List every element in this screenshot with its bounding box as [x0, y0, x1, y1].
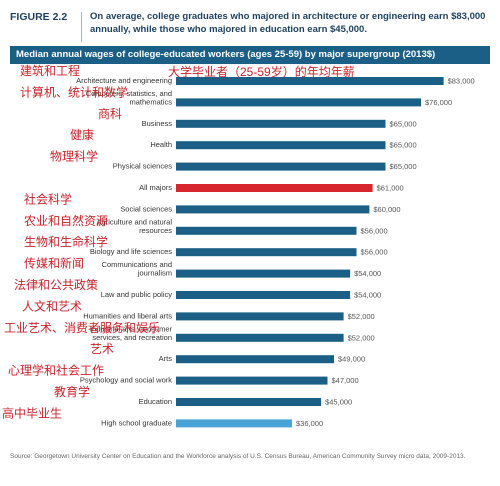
bar — [176, 205, 370, 214]
category-label: Humanities and liberal arts — [83, 311, 172, 320]
value-label: $61,000 — [377, 184, 404, 193]
category-label-cn: 生物和生命科学 — [24, 234, 108, 249]
value-label: $65,000 — [390, 141, 417, 150]
bar — [176, 419, 292, 428]
category-label: All majors — [139, 183, 172, 192]
category-label: Biology and life sciences — [90, 247, 172, 256]
category-label-cn: 计算机、统计和数学 — [20, 84, 128, 99]
bar — [176, 376, 328, 385]
category-label-cn: 物理科学 — [50, 149, 98, 164]
category-label: Social sciences — [120, 204, 172, 213]
category-label: Psychology and social work — [80, 376, 172, 385]
overlay-title-cn: 大学毕业者（25-59岁）的年均年薪 — [168, 64, 355, 79]
value-label: $45,000 — [325, 398, 352, 407]
category-label-cn: 艺术 — [90, 342, 114, 356]
category-label: Architecture and engineering — [76, 76, 172, 85]
category-label: Law and public policy — [101, 290, 173, 299]
category-label-cn: 农业和自然资源 — [24, 213, 108, 228]
bar — [176, 248, 357, 257]
category-label-cn: 法律和公共政策 — [14, 278, 98, 292]
value-label: $52,000 — [348, 333, 375, 342]
bar — [176, 355, 334, 364]
bar — [176, 398, 322, 406]
value-label: $47,000 — [332, 376, 359, 385]
figure-caption: On average, college graduates who majore… — [90, 11, 486, 35]
category-label: Industrial arts, consumer services, and r… — [90, 324, 173, 342]
category-label: Education — [139, 397, 172, 406]
category-label-cn: 高中毕业生 — [2, 405, 62, 420]
value-label: $65,000 — [390, 162, 417, 171]
bar — [176, 119, 386, 128]
value-label: $65,000 — [390, 119, 417, 128]
category-label: Communications and journalism — [102, 260, 172, 278]
bar — [176, 333, 344, 342]
bar — [176, 226, 357, 235]
value-label: $56,000 — [361, 226, 388, 235]
bar — [176, 162, 386, 171]
bar — [176, 184, 373, 192]
value-label: $36,000 — [296, 419, 323, 428]
value-label: $83,000 — [448, 77, 475, 86]
category-label-cn: 工业艺术、消费者服务和娱乐 — [4, 320, 160, 335]
bar — [176, 98, 421, 107]
value-label: $54,000 — [354, 269, 381, 278]
bar — [176, 312, 344, 321]
category-label-cn: 商科 — [98, 106, 122, 121]
category-label: Computers, statistics, and mathematics — [86, 89, 173, 107]
category-label-cn: 建筑和工程 — [20, 63, 80, 78]
category-label: High school graduate — [101, 418, 172, 427]
source-note: Source: Georgetown University Center on … — [10, 453, 466, 460]
header-divider — [81, 12, 82, 42]
figure-header: FIGURE 2.2 On average, college graduates… — [10, 10, 490, 46]
bar — [176, 269, 351, 278]
category-label-cn: 教育学 — [54, 384, 90, 399]
bar — [176, 77, 444, 85]
category-label-cn: 社会科学 — [24, 191, 72, 206]
category-label-cn: 人文和艺术 — [22, 298, 82, 313]
category-label-cn: 传媒和新闻 — [24, 256, 84, 271]
category-label: Agriculture and natural resources — [97, 217, 173, 235]
value-label: $54,000 — [354, 291, 381, 300]
bars-layer: $83,000 Architecture and engineering建筑和工程… — [2, 63, 475, 428]
value-label: $56,000 — [361, 248, 388, 257]
category-label-cn: 心理学和社会工作 — [8, 363, 104, 378]
value-label: $52,000 — [348, 312, 375, 321]
chart-title: Median annual wages of college-educated … — [10, 46, 490, 64]
category-label: Arts — [159, 354, 173, 363]
bar — [176, 141, 386, 150]
category-label-cn: 健康 — [70, 127, 94, 142]
figure-label: FIGURE 2.2 — [10, 11, 68, 23]
category-label: Physical sciences — [113, 162, 172, 171]
category-label: Business — [142, 119, 173, 128]
category-label: Health — [150, 140, 172, 149]
value-label: $76,000 — [425, 98, 452, 107]
bar — [176, 291, 351, 299]
value-label: $49,000 — [338, 355, 365, 364]
value-label: $60,000 — [373, 205, 400, 214]
